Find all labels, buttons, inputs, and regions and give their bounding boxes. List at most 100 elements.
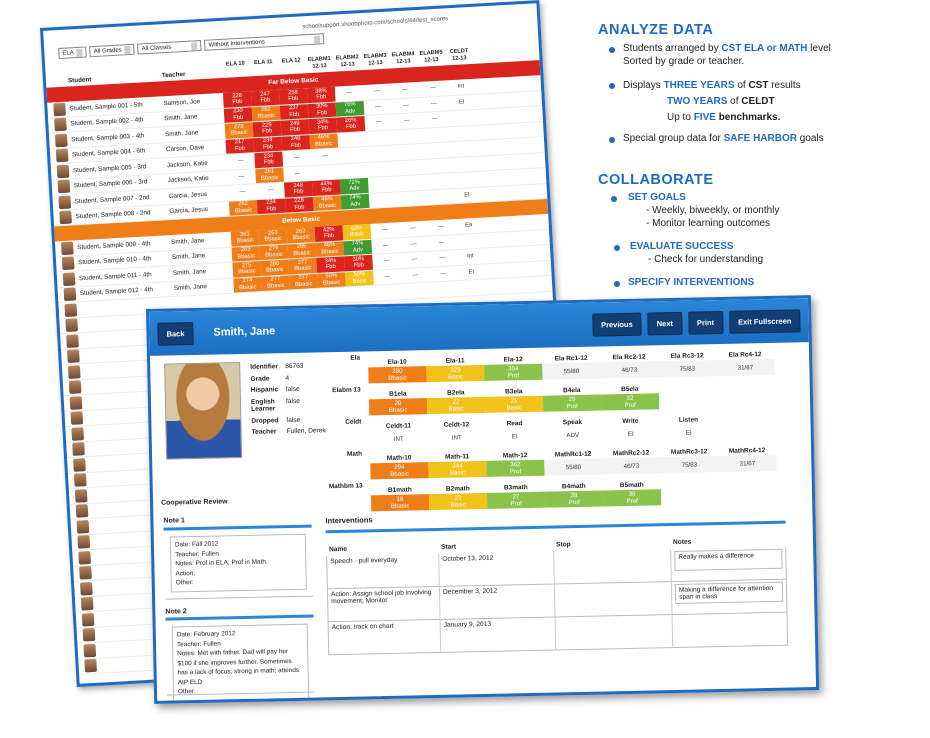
score-value: —	[410, 240, 417, 248]
info-value: false	[285, 385, 300, 394]
score-badge: 280 Bbasic	[368, 366, 427, 384]
score-level: Bbasic	[236, 237, 255, 245]
student-name-cell[interactable]: Student, Sample 011 - 4th	[78, 270, 152, 282]
score-group: Mathbm 13 B1math 18 Bbasic B2math 23 Basic B3ma…	[323, 478, 803, 512]
score-cell: 76% Adv	[335, 100, 365, 117]
score-level: Bbasic	[230, 129, 249, 137]
score-cell: 274 Bbasic	[233, 276, 263, 293]
score-level: Bbasic	[321, 248, 339, 256]
score-badge: ADV	[544, 426, 602, 443]
teacher-cell: Smith, Jane	[164, 129, 199, 138]
student-thumbnail	[66, 334, 79, 348]
student-name-cell[interactable]: Student, Sample 012 - 4th	[79, 286, 154, 298]
score-value: —	[383, 257, 390, 265]
teacher-cell: Jackson, Katie	[166, 159, 208, 169]
student-thumbnail	[56, 164, 70, 179]
student-thumbnail	[78, 550, 91, 565]
info-key: Grade	[250, 374, 270, 383]
score-level: Fbb	[325, 264, 336, 271]
student-info: Identifier 86763 Grade 4 Hispanic false Englis…	[250, 362, 326, 440]
info-value: false	[286, 416, 301, 424]
class-select[interactable]: All Classes	[137, 40, 202, 55]
score-group-cells: B1ela 20 Bbasic B2ela 22 Basic B3ela 21 Basic B4e…	[368, 385, 660, 416]
score-level: Fbb	[288, 95, 299, 103]
bullet-set-goals: SET GOALS - Weekly, biweekly, or monthly…	[628, 192, 780, 229]
student-thumbnail	[67, 365, 81, 379]
print-button[interactable]: Print	[687, 310, 724, 335]
score-cell: 228 Fbb	[284, 196, 314, 213]
score-cell: Int	[447, 79, 476, 95]
score-cell: B1math 18 Bbasic	[370, 486, 430, 512]
score-value: —	[382, 242, 389, 249]
student-name-cell[interactable]: Student, Sample 002 - 4th	[70, 116, 144, 128]
score-level: Bbasic	[315, 140, 333, 148]
student-thumbnail	[79, 566, 92, 580]
student-name-cell[interactable]: Student, Sample 008 - 2nd	[75, 209, 151, 221]
score-level: Fbb	[345, 123, 357, 131]
subject-select[interactable]: ELA	[58, 46, 88, 60]
score-column-header: ELABM3 12-13	[363, 52, 387, 67]
score-level: Bbasic	[257, 112, 276, 120]
score-value: —	[294, 170, 301, 177]
score-badge: 75/83	[658, 360, 717, 378]
score-badge: EI	[660, 424, 718, 441]
score-cell: Ela Rc4-12 31/67	[716, 351, 775, 377]
score-badge: INT	[428, 429, 486, 446]
score-badge: INT	[370, 430, 428, 447]
exit-fullscreen-button[interactable]: Exit Fullscreen	[728, 308, 801, 334]
score-level: Fbb	[234, 145, 246, 153]
intervention-notes	[673, 613, 788, 647]
intervention-start: January 9, 2013	[440, 617, 557, 652]
student-name-cell[interactable]: Student, Sample 003 - 4th	[71, 132, 145, 144]
teacher-cell: Smith, Jane	[170, 236, 205, 246]
next-button[interactable]: Next	[647, 311, 683, 335]
score-value: —	[409, 225, 416, 232]
score-level: Bbasic	[294, 265, 312, 273]
student-name-cell[interactable]: Student, Sample 010 - 4th	[77, 255, 152, 267]
student-name-cell[interactable]: Student, Sample 005 - 3rd	[72, 163, 147, 175]
info-value: 86763	[285, 362, 304, 371]
score-cell: —	[420, 111, 449, 127]
score-level: Prof	[509, 468, 522, 476]
score-level: Prof	[510, 500, 522, 508]
score-cell: 277 Bbasic	[289, 273, 318, 290]
score-level: Fbb	[262, 143, 274, 151]
score-cell	[337, 132, 366, 148]
note-2-box[interactable]: Date: February 2012 Teacher: Fullen Notes:…	[165, 614, 316, 702]
teacher-cell: Samson, Joe	[163, 97, 201, 107]
score-value: —	[384, 273, 391, 280]
note-1-box[interactable]: Date: Fall 2012 Teacher: Fullen Notes: Pro…	[163, 524, 314, 600]
score-cell	[365, 130, 394, 146]
score-level: Basic	[449, 469, 466, 477]
score-group-cells: B1math 18 Bbasic B2math 23 Basic B3math 27 Prof B…	[370, 481, 662, 512]
score-group-label: Celdt	[345, 418, 362, 426]
score-cell: 46% Bbasic	[315, 240, 345, 257]
score-cell	[396, 175, 425, 191]
score-cell: EI	[457, 264, 486, 280]
score-cell: —	[391, 82, 420, 98]
score-level: Adv	[349, 185, 360, 193]
student-name-cell[interactable]: Student, Sample 001 - 5th	[69, 101, 143, 113]
score-badge: 29 Prof	[544, 490, 604, 508]
score-cell	[397, 190, 426, 206]
score-level: Bbasic	[234, 207, 253, 215]
back-button[interactable]: Back	[157, 321, 194, 346]
grade-select[interactable]: All Grades	[89, 43, 136, 58]
bullet-years: Displays THREE YEARS of CST results TWO …	[623, 80, 801, 123]
info-key: Identifier	[250, 363, 279, 371]
teacher-cell: Smith, Jane	[171, 252, 206, 262]
student-name-cell[interactable]: Student, Sample 007 - 2nd	[74, 193, 150, 206]
bullet-dot	[614, 245, 620, 251]
score-level: Fbb	[323, 233, 335, 240]
score-cell	[369, 192, 398, 208]
bullet-dot	[614, 281, 620, 287]
student-name-cell[interactable]: Student, Sample 006 - 3rd	[73, 178, 148, 190]
previous-button[interactable]: Previous	[591, 312, 642, 337]
score-cell: 246 Fbb	[281, 134, 311, 151]
student-name-cell[interactable]: Student, Sample 009 - 4th	[77, 239, 151, 252]
score-cell: B3ela 21 Basic	[484, 388, 544, 413]
score-cell: —	[419, 80, 448, 96]
score-badge: 20 Bbasic	[368, 398, 428, 416]
score-cell: Listen EI	[659, 416, 717, 441]
student-name-cell[interactable]: Student, Sample 004 - 6th	[71, 147, 146, 159]
